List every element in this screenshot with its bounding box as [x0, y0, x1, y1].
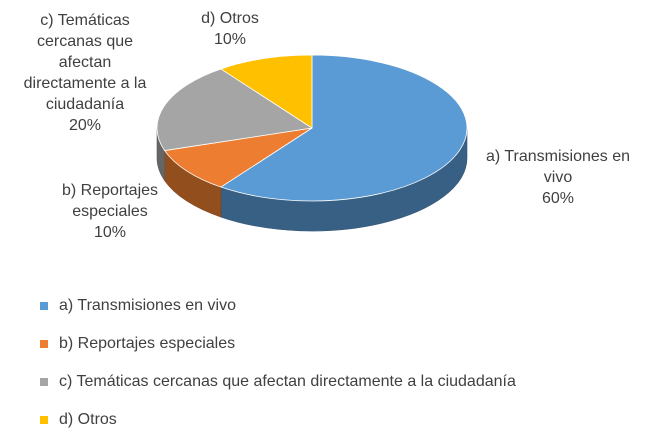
legend-item-transmisiones: a) Transmisiones en vivo [40, 287, 516, 325]
chart-legend: a) Transmisiones en vivo b) Reportajes e… [40, 287, 516, 439]
legend-item-otros: d) Otros [40, 401, 516, 439]
data-label-reportajes: b) Reportajes especiales 10% [61, 182, 159, 241]
data-label-tematicas: c) Temáticas cercanas que afectan direct… [23, 12, 147, 134]
pie-slice [156, 68, 313, 151]
data-label-otros: d) Otros 10% [201, 10, 259, 48]
legend-swatch [40, 340, 48, 348]
legend-swatch [40, 302, 48, 310]
legend-swatch [40, 378, 48, 386]
legend-label: a) Transmisiones en vivo [59, 297, 236, 314]
legend-item-reportajes: b) Reportajes especiales [40, 325, 516, 363]
pie-slice [164, 127, 313, 188]
legend-label: d) Otros [59, 411, 117, 428]
legend-label: c) Temáticas cercanas que afectan direct… [59, 373, 516, 390]
data-label-transmisiones: a) Transmisiones en vivo 60% [485, 148, 631, 207]
legend-label: b) Reportajes especiales [59, 335, 236, 352]
legend-item-tematicas: c) Temáticas cercanas que afectan direct… [40, 363, 516, 401]
legend-swatch [40, 416, 48, 424]
pie-slice [220, 54, 313, 129]
pie-slice [220, 54, 468, 202]
